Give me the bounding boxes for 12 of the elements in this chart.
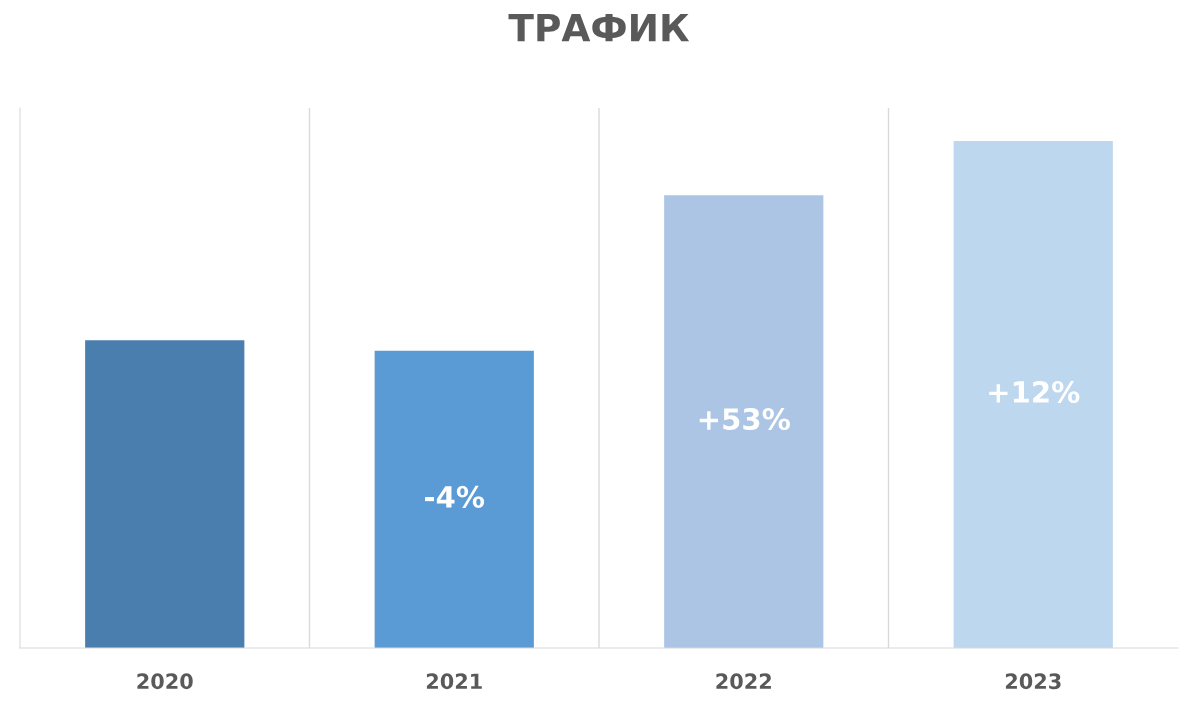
annotation: +53% xyxy=(699,408,790,431)
x-tick-label: 2020 xyxy=(137,673,193,690)
x-tick-label: 2021 xyxy=(426,673,482,690)
chart-title: ТРАФИК xyxy=(508,13,690,42)
annotation: -4% xyxy=(425,485,485,508)
bar xyxy=(85,340,245,648)
x-tick-label: 2023 xyxy=(1005,673,1061,690)
bar xyxy=(664,195,824,648)
annotation: +12% xyxy=(989,380,1080,403)
bar xyxy=(374,350,534,648)
x-tick-label: 2022 xyxy=(716,673,771,690)
bar xyxy=(953,140,1113,648)
